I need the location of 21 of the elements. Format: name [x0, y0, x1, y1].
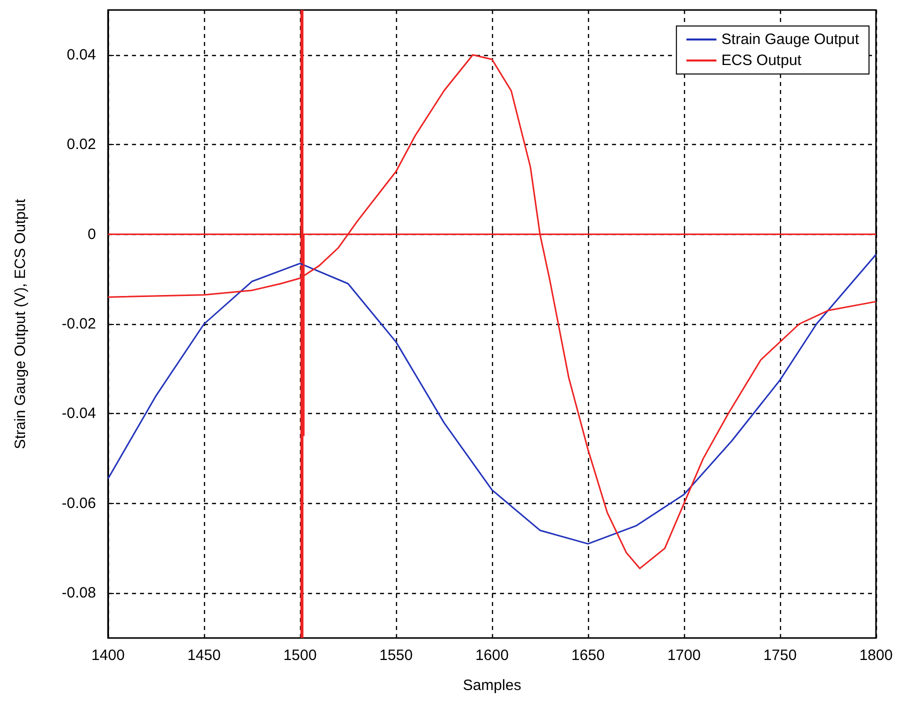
x-tick-label: 1450 — [187, 647, 221, 664]
x-tick-label: 1550 — [379, 647, 413, 664]
x-tick-label: 1500 — [283, 647, 317, 664]
line-series — [107, 254, 877, 545]
x-tick-label: 1750 — [763, 647, 797, 664]
x-tick-label: 1600 — [475, 647, 509, 664]
legend-label: ECS Output — [721, 52, 802, 69]
y-tick-label: -0.02 — [62, 316, 96, 332]
x-tick-label: 1800 — [859, 647, 893, 664]
x-tick-label: 1700 — [667, 647, 701, 664]
y-tick-label: -0.04 — [62, 405, 96, 422]
y-tick-label: -0.08 — [62, 584, 96, 602]
y-tick-label: 0.04 — [66, 46, 96, 64]
y-tick-label: 0.02 — [66, 136, 96, 154]
x-tick-label: 1400 — [91, 647, 125, 664]
y-tick-label: -0.06 — [62, 494, 96, 512]
y-tick-label: 0 — [88, 226, 96, 243]
legend-label: Strain Gauge Output — [721, 31, 860, 48]
x-axis-title: Samples — [462, 677, 522, 694]
x-tick-label: 1650 — [571, 647, 605, 664]
y-axis-title: Strain Gauge Output (V), ECS Output — [12, 198, 29, 450]
